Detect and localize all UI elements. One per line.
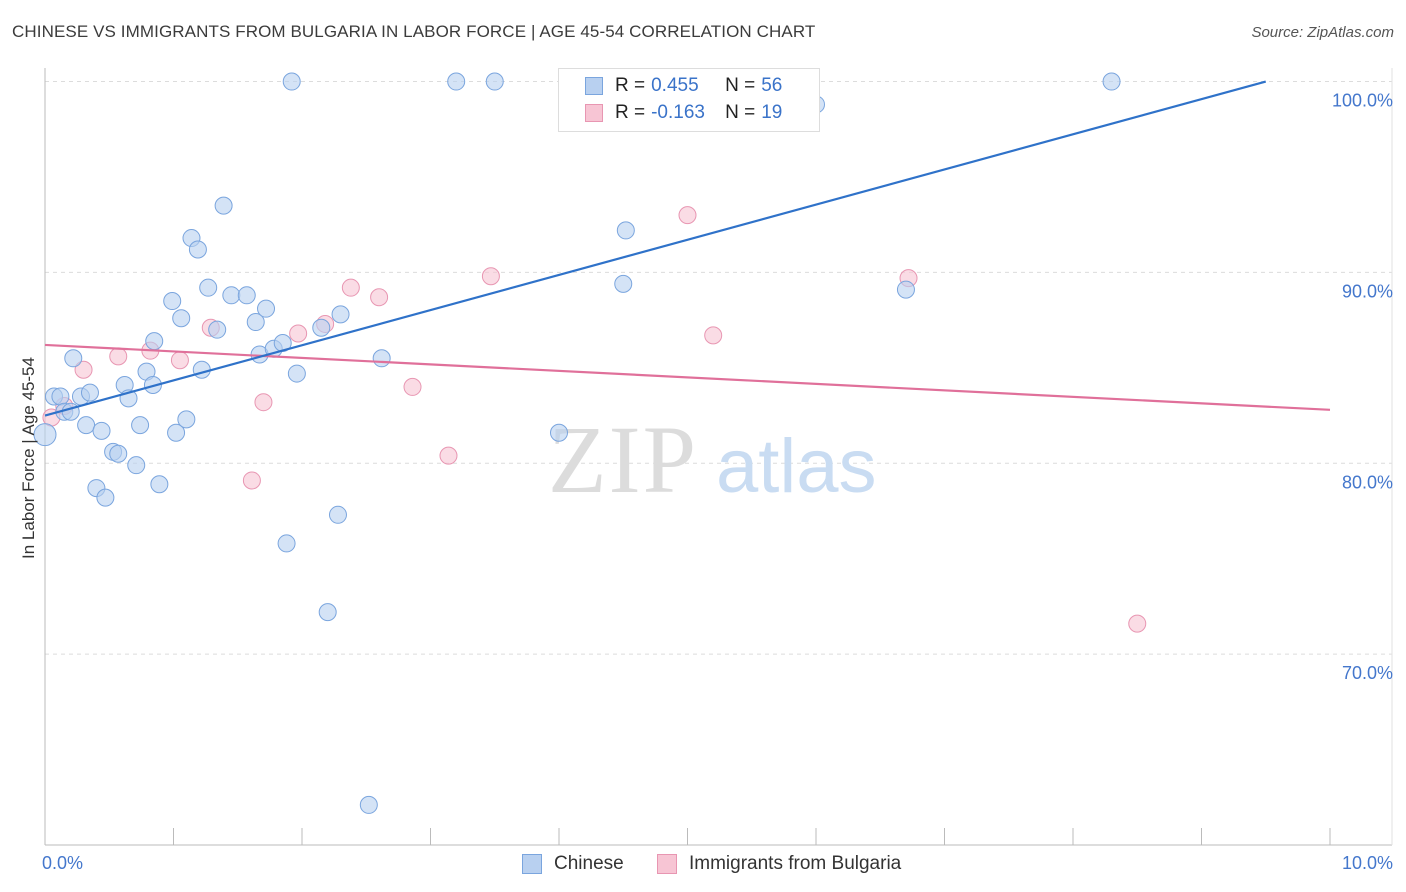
stats-row-chinese: R = 0.455 N = 56 xyxy=(585,75,782,97)
y-tick-label: 100.0% xyxy=(1332,91,1393,111)
chinese-point[interactable] xyxy=(199,278,218,297)
trend-lines xyxy=(44,80,1331,417)
source-label: Source: ZipAtlas.com xyxy=(1251,24,1394,41)
stats-row-bulgaria: R = -0.163 N = 19 xyxy=(585,102,782,124)
chinese-point[interactable] xyxy=(282,72,301,91)
bulgaria-point[interactable] xyxy=(439,446,458,465)
chinese-point[interactable] xyxy=(312,318,331,337)
chinese-point[interactable] xyxy=(192,360,211,379)
x-tick-label: 10.0% xyxy=(1342,853,1393,873)
r-value: -0.163 xyxy=(651,102,705,123)
bulgaria-swatch xyxy=(585,104,603,122)
bulgaria-point[interactable] xyxy=(678,206,697,225)
watermark-atlas: atlas xyxy=(716,424,877,509)
bulgaria-swatch xyxy=(657,854,677,874)
chinese-point[interactable] xyxy=(550,423,568,442)
x-tick-label: 0.0% xyxy=(42,853,83,873)
chinese-point[interactable] xyxy=(359,795,378,814)
r-value: 0.455 xyxy=(651,75,699,96)
bulgaria-point[interactable] xyxy=(341,278,360,297)
n-label: N = xyxy=(725,75,756,96)
bulgaria-point[interactable] xyxy=(242,471,261,490)
chinese-point[interactable] xyxy=(80,383,99,402)
chinese-point[interactable] xyxy=(167,423,186,442)
bulgaria-point[interactable] xyxy=(109,347,128,366)
bulgaria-point[interactable] xyxy=(403,377,422,396)
chinese-point[interactable] xyxy=(222,286,241,305)
chart-title: CHINESE VS IMMIGRANTS FROM BULGARIA IN L… xyxy=(12,22,816,41)
chinese-point[interactable] xyxy=(1102,72,1121,91)
bulgaria-point[interactable] xyxy=(1128,614,1147,633)
legend-label-chinese: Chinese xyxy=(554,853,624,874)
chinese-point[interactable] xyxy=(257,299,276,318)
chinese-swatch xyxy=(585,77,603,95)
chinese-point[interactable] xyxy=(33,423,57,447)
bulgaria-point[interactable] xyxy=(704,326,723,345)
y-tick-label: 90.0% xyxy=(1342,281,1393,301)
r-label: R = xyxy=(615,75,646,96)
bulgaria-point[interactable] xyxy=(289,324,308,343)
chinese-point[interactable] xyxy=(616,221,635,240)
chinese-point[interactable] xyxy=(77,416,96,435)
chinese-point[interactable] xyxy=(172,309,191,328)
gridlines xyxy=(45,81,1392,655)
chinese-point[interactable] xyxy=(163,292,182,311)
chinese-point[interactable] xyxy=(214,196,233,215)
bulgaria-point[interactable] xyxy=(370,288,389,307)
n-value: 19 xyxy=(761,102,783,123)
chinese-point[interactable] xyxy=(328,505,347,524)
chinese-point[interactable] xyxy=(208,320,227,339)
legend-label-bulgaria: Immigrants from Bulgaria xyxy=(689,853,902,874)
watermark-zip: ZIP xyxy=(548,406,698,513)
chinese-point[interactable] xyxy=(447,72,466,91)
chinese-point[interactable] xyxy=(896,280,915,299)
y-tick-label: 70.0% xyxy=(1342,663,1393,683)
watermark: ZIP atlas xyxy=(548,406,877,513)
chinese-point[interactable] xyxy=(372,349,391,368)
chinese-swatch xyxy=(522,854,542,874)
chinese-point[interactable] xyxy=(177,410,196,429)
chinese-trend-line xyxy=(44,80,1267,417)
chinese-point[interactable] xyxy=(145,332,164,351)
bulgaria-point[interactable] xyxy=(170,351,189,370)
chinese-point[interactable] xyxy=(614,274,633,293)
chinese-point[interactable] xyxy=(287,364,306,383)
chinese-point[interactable] xyxy=(318,603,337,622)
bulgaria-trend-line xyxy=(44,343,1331,411)
chinese-point[interactable] xyxy=(127,456,146,475)
chinese-point[interactable] xyxy=(150,475,169,494)
chinese-point[interactable] xyxy=(131,416,150,435)
axes xyxy=(44,68,1393,846)
r-label: R = xyxy=(615,102,646,123)
chinese-point[interactable] xyxy=(109,444,128,463)
bulgaria-point[interactable] xyxy=(74,360,93,379)
chinese-point[interactable] xyxy=(237,286,256,305)
chinese-point[interactable] xyxy=(331,305,350,324)
axis-labels: 70.0% 80.0% 90.0% 100.0% 0.0% 10.0% In Labor F… xyxy=(19,91,1393,873)
legend-item-bulgaria[interactable]: Immigrants from Bulgaria xyxy=(657,853,901,875)
n-label: N = xyxy=(725,102,756,123)
chinese-point[interactable] xyxy=(277,534,296,553)
bulgaria-points xyxy=(42,206,1147,633)
chinese-point[interactable] xyxy=(92,421,111,440)
bulgaria-point[interactable] xyxy=(254,393,273,412)
n-value: 56 xyxy=(761,75,783,96)
chinese-point[interactable] xyxy=(246,313,265,332)
bulgaria-point[interactable] xyxy=(481,267,500,286)
chinese-point[interactable] xyxy=(96,488,115,507)
chinese-point[interactable] xyxy=(485,72,504,91)
legend-item-chinese[interactable]: Chinese xyxy=(522,853,624,875)
chinese-point[interactable] xyxy=(188,240,207,259)
chinese-point[interactable] xyxy=(64,349,83,368)
y-axis-title: In Labor Force | Age 45-54 xyxy=(19,357,38,559)
chinese-point[interactable] xyxy=(51,387,70,406)
y-tick-label: 80.0% xyxy=(1342,472,1393,492)
stats-legend: R = 0.455 N = 56 R = -0.163 N = 19 xyxy=(558,68,820,132)
